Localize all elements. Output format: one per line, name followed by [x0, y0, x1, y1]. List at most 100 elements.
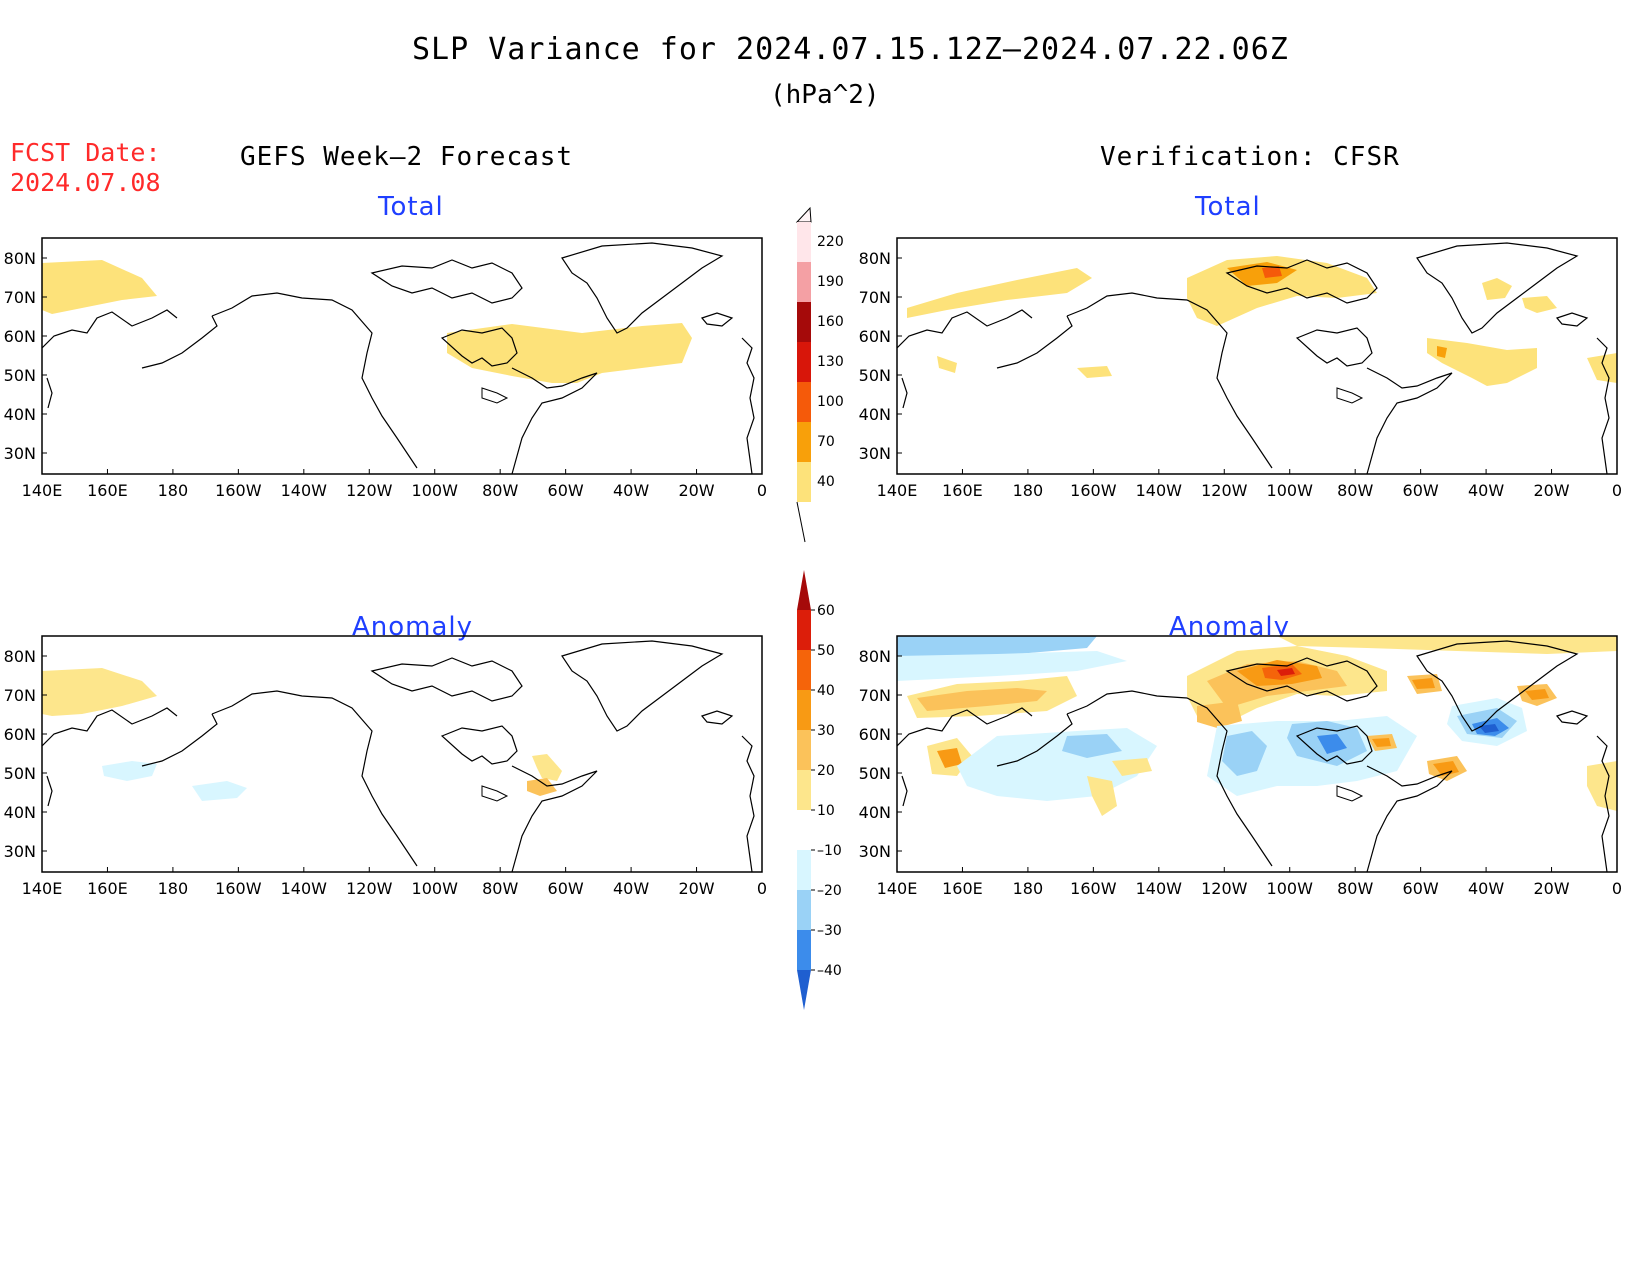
- lon-label: 160W: [1070, 879, 1117, 898]
- lon-label: 180: [158, 879, 189, 898]
- lon-label: 140W: [281, 879, 328, 898]
- lat-label: 80N: [859, 249, 891, 268]
- colorbar-anomaly-swatch: [797, 690, 811, 730]
- lon-label: 140W: [1136, 879, 1183, 898]
- colorbar-anomaly-swatch: [797, 850, 811, 890]
- colorbar-total-swatch: [797, 222, 811, 262]
- lon-label: 0: [757, 481, 767, 500]
- colorbar-anomaly-top-arrow: [797, 570, 811, 610]
- colorbar-anomaly-swatch: [797, 890, 811, 930]
- colorbar-anomaly-label: –20: [817, 883, 842, 899]
- lon-label: 120W: [1201, 481, 1248, 500]
- left-column-header: GEFS Week–2 Forecast: [240, 142, 574, 172]
- lat-label: 70N: [4, 686, 36, 705]
- lat-label: 40N: [859, 405, 891, 424]
- colorbar-anomaly-label: 40: [817, 683, 835, 699]
- lon-label: 100W: [1267, 481, 1314, 500]
- panel-title-forecast-total: Total: [378, 192, 444, 222]
- lon-label: 140W: [1136, 481, 1183, 500]
- axis-labels: 80N 70N 60N 50N 40N 30N 140E 160E 180 160W 140W 120…: [4, 249, 1622, 898]
- colorbar-total-swatch: [797, 342, 811, 382]
- units-label: (hPa^2): [770, 80, 880, 110]
- lon-label: 120W: [346, 879, 393, 898]
- colorbar-total-label: 70: [817, 434, 835, 450]
- map-forecast-total: [41, 237, 763, 475]
- colorbar-total-swatch: [797, 262, 811, 302]
- lat-label: 50N: [859, 366, 891, 385]
- map-verification-anomaly: [896, 635, 1618, 873]
- lon-label: 160W: [215, 879, 262, 898]
- lat-label: 70N: [4, 288, 36, 307]
- lat-label: 80N: [4, 647, 36, 666]
- colorbar-anomaly-bottom-arrow: [797, 970, 811, 1010]
- chart-title: SLP Variance for 2024.07.15.12Z–2024.07.…: [412, 32, 1289, 67]
- lon-label: 20W: [678, 481, 714, 500]
- lat-label: 80N: [4, 249, 36, 268]
- map-forecast-anomaly: [41, 635, 763, 873]
- colorbar-total-label: 190: [817, 274, 844, 290]
- colorbar-anomaly-swatch: [797, 930, 811, 970]
- colorbar-anomaly-label: –40: [817, 963, 842, 979]
- lon-label: 40W: [613, 879, 649, 898]
- lon-label: 160W: [1070, 481, 1117, 500]
- lat-label: 50N: [4, 764, 36, 783]
- colorbar-anomaly-label: 50: [817, 643, 835, 659]
- lon-label: 60W: [548, 879, 584, 898]
- colorbar-total-label: 160: [817, 314, 844, 330]
- colorbar-total-swatch: [797, 462, 811, 502]
- lat-label: 60N: [859, 725, 891, 744]
- fcst-date-label: FCST Date:: [10, 138, 161, 167]
- lon-label: 160E: [942, 879, 983, 898]
- lon-label: 60W: [1403, 879, 1439, 898]
- lon-label: 40W: [1468, 481, 1504, 500]
- colorbar-anomaly-swatch: [797, 770, 811, 810]
- lon-label: 100W: [412, 879, 459, 898]
- lat-label: 50N: [859, 764, 891, 783]
- colorbar-total: 220 190 160 130 100 70 40: [795, 206, 844, 543]
- lon-label: 160E: [87, 879, 128, 898]
- lon-label: 140E: [877, 481, 918, 500]
- lon-label: 0: [1612, 879, 1622, 898]
- lat-label: 80N: [859, 647, 891, 666]
- colorbar-total-cap: [795, 206, 812, 223]
- lat-label: 30N: [859, 842, 891, 861]
- lat-label: 50N: [4, 366, 36, 385]
- lon-label: 0: [757, 879, 767, 898]
- lon-label: 80W: [1337, 879, 1373, 898]
- colorbar-anomaly-label: –30: [817, 923, 842, 939]
- lon-label: 80W: [482, 879, 518, 898]
- lon-label: 60W: [548, 481, 584, 500]
- colorbar-anomaly-label: 10: [817, 803, 835, 819]
- colorbar-total-swatch: [797, 302, 811, 342]
- lat-label: 60N: [859, 327, 891, 346]
- colorbar-total-swatch: [797, 422, 811, 462]
- colorbar-anomaly-swatch: [797, 730, 811, 770]
- colorbar-total-swatch: [797, 382, 811, 422]
- colorbar-anomaly-label: 20: [817, 763, 835, 779]
- lat-label: 70N: [859, 686, 891, 705]
- colorbar-anomaly-label: 30: [817, 723, 835, 739]
- lon-label: 180: [1013, 481, 1044, 500]
- lon-label: 80W: [1337, 481, 1373, 500]
- lon-label: 0: [1612, 481, 1622, 500]
- colorbar-anomaly-swatch: [797, 650, 811, 690]
- lon-label: 140E: [22, 481, 63, 500]
- colorbar-total-label: 220: [817, 234, 844, 250]
- colorbar-total-label: 40: [817, 474, 835, 490]
- lat-label: 60N: [4, 725, 36, 744]
- fcst-date-value: 2024.07.08: [10, 168, 161, 197]
- colorbar-anomaly-swatch: [797, 610, 811, 650]
- lon-label: 80W: [482, 481, 518, 500]
- lon-label: 180: [1013, 879, 1044, 898]
- lon-label: 40W: [1468, 879, 1504, 898]
- lon-label: 160E: [942, 481, 983, 500]
- lon-label: 20W: [1533, 879, 1569, 898]
- lon-label: 120W: [346, 481, 393, 500]
- lat-label: 30N: [4, 842, 36, 861]
- lon-label: 100W: [412, 481, 459, 500]
- lon-label: 160E: [87, 481, 128, 500]
- lat-label: 40N: [859, 803, 891, 822]
- lon-label: 140W: [281, 481, 328, 500]
- lon-label: 120W: [1201, 879, 1248, 898]
